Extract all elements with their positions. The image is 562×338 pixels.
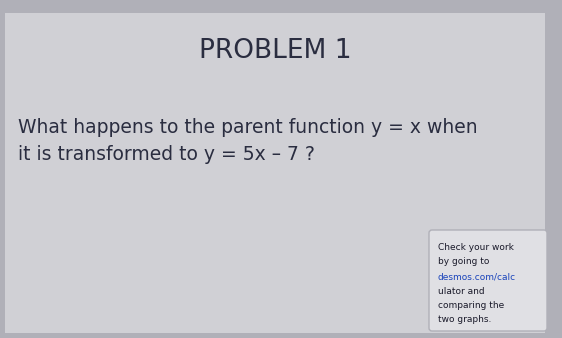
Text: Check your work: Check your work xyxy=(438,243,514,252)
Text: PROBLEM 1: PROBLEM 1 xyxy=(199,38,351,64)
Text: it is transformed to y = 5x – 7 ?: it is transformed to y = 5x – 7 ? xyxy=(18,145,315,164)
Text: What happens to the parent function y = x when: What happens to the parent function y = … xyxy=(18,118,478,137)
Text: comparing the: comparing the xyxy=(438,301,504,310)
Text: desmos.com/calc: desmos.com/calc xyxy=(438,272,516,281)
Text: by going to: by going to xyxy=(438,258,490,266)
FancyBboxPatch shape xyxy=(5,13,545,333)
Text: two graphs.: two graphs. xyxy=(438,315,491,324)
Text: ulator and: ulator and xyxy=(438,287,484,295)
FancyBboxPatch shape xyxy=(429,230,547,331)
